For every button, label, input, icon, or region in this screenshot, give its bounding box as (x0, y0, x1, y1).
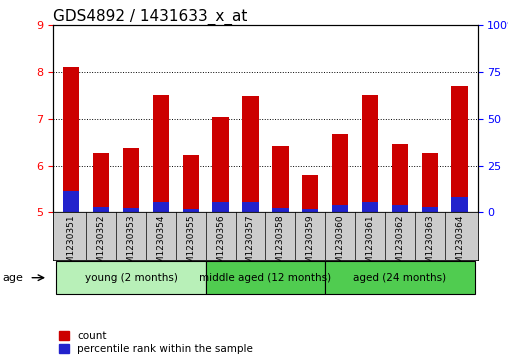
Text: GSM1230361: GSM1230361 (365, 215, 374, 276)
Bar (362, 202, 378, 212)
Bar (182, 209, 199, 212)
Bar (212, 202, 229, 212)
Bar (392, 205, 408, 212)
Text: GSM1230359: GSM1230359 (306, 215, 315, 276)
Bar (362, 95, 378, 212)
Text: GSM1230362: GSM1230362 (395, 215, 404, 275)
Text: GSM1230352: GSM1230352 (97, 215, 106, 275)
Text: aged (24 months): aged (24 months) (353, 273, 447, 283)
Text: GSM1230358: GSM1230358 (276, 215, 285, 276)
Bar (153, 201, 169, 212)
Bar (302, 209, 319, 212)
Text: GDS4892 / 1431633_x_at: GDS4892 / 1431633_x_at (53, 9, 248, 25)
Bar (272, 146, 289, 212)
Bar (422, 207, 438, 212)
Text: GSM1230360: GSM1230360 (336, 215, 344, 276)
Text: GSM1230354: GSM1230354 (156, 215, 166, 275)
Bar (242, 95, 259, 212)
Bar (332, 134, 348, 212)
Bar (63, 191, 79, 212)
Text: GSM1230351: GSM1230351 (67, 215, 76, 276)
Bar (422, 153, 438, 212)
Legend: count, percentile rank within the sample: count, percentile rank within the sample (58, 331, 253, 354)
Text: young (2 months): young (2 months) (84, 273, 177, 283)
Text: GSM1230363: GSM1230363 (425, 215, 434, 276)
Bar (206, 261, 325, 294)
Bar (63, 66, 79, 212)
Text: GSM1230356: GSM1230356 (216, 215, 225, 276)
Bar (452, 86, 468, 212)
Bar (182, 155, 199, 212)
Text: GSM1230353: GSM1230353 (126, 215, 136, 276)
Bar (123, 148, 139, 212)
Bar (272, 208, 289, 212)
Bar (93, 153, 109, 212)
Bar (325, 261, 474, 294)
Bar (302, 175, 319, 212)
Bar (212, 117, 229, 212)
Bar (242, 202, 259, 212)
Text: GSM1230355: GSM1230355 (186, 215, 195, 276)
Bar (452, 197, 468, 212)
Bar (392, 144, 408, 212)
Text: age: age (3, 273, 23, 283)
Text: GSM1230364: GSM1230364 (455, 215, 464, 275)
Bar (153, 95, 169, 212)
Bar (93, 207, 109, 212)
Bar (332, 205, 348, 212)
Text: middle aged (12 months): middle aged (12 months) (199, 273, 332, 283)
Text: GSM1230357: GSM1230357 (246, 215, 255, 276)
Bar (56, 261, 206, 294)
Bar (123, 208, 139, 212)
